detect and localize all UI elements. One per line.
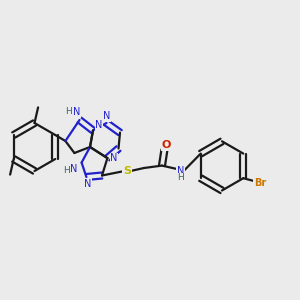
Text: N: N — [103, 111, 110, 122]
Text: N: N — [110, 153, 118, 163]
Text: N: N — [84, 178, 91, 189]
Text: N: N — [95, 120, 103, 130]
Text: N: N — [70, 164, 78, 174]
Text: O: O — [161, 140, 171, 150]
Text: H: H — [65, 106, 71, 116]
Text: Br: Br — [254, 178, 266, 188]
Text: S: S — [123, 166, 131, 176]
Text: H: H — [177, 173, 184, 182]
Text: N: N — [73, 107, 80, 117]
Text: H: H — [63, 166, 69, 175]
Text: N: N — [177, 166, 184, 176]
